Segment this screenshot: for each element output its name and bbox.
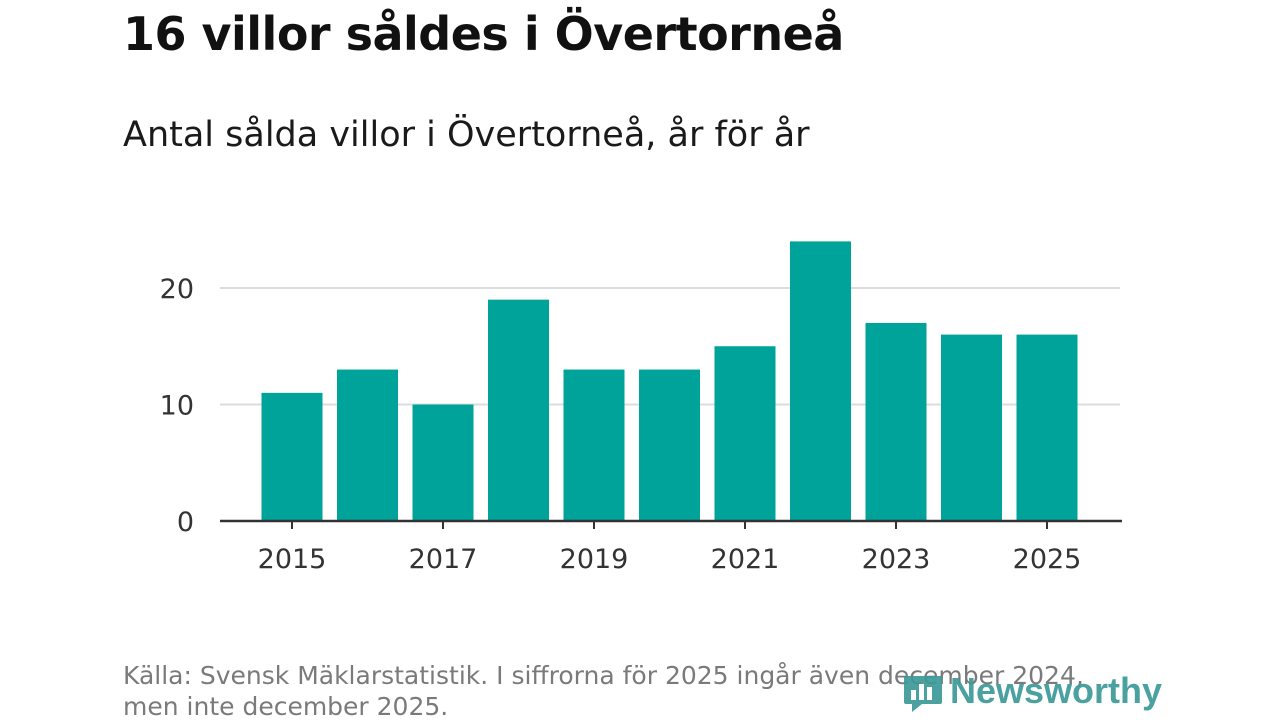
- bar-2025: [1016, 334, 1078, 521]
- bar-2022: [790, 241, 851, 521]
- x-tick-label: 2017: [409, 544, 478, 575]
- bar-2019: [563, 369, 625, 521]
- x-tick-label: 2025: [1013, 544, 1082, 575]
- y-tick-label: 10: [160, 391, 194, 422]
- bar-2016: [337, 369, 398, 521]
- brand-name: Newsworthy: [950, 670, 1163, 711]
- newsworthy-logo-icon: [904, 676, 942, 712]
- bar-chart: 0 10 20 2015 2017 2019 2021 2023 2025: [160, 241, 1122, 575]
- bar-2015: [261, 392, 323, 521]
- x-tick-label: 2019: [560, 544, 629, 575]
- bar-2024: [941, 334, 1002, 521]
- x-tick-label: 2015: [258, 544, 327, 575]
- bar-2018: [488, 299, 549, 521]
- bar-2021: [714, 346, 776, 521]
- brand-logo: Newsworthy: [902, 670, 1162, 712]
- chart-title: 16 villor såldes i Övertorneå: [123, 7, 844, 61]
- bar-2020: [639, 369, 700, 521]
- chart-subtitle: Antal sålda villor i Övertorneå, år för …: [123, 115, 810, 155]
- bar-2017: [412, 404, 474, 521]
- y-tick-label: 20: [160, 274, 194, 305]
- y-tick-label: 0: [177, 507, 194, 538]
- bar-2023: [865, 322, 927, 521]
- x-tick-label: 2023: [862, 544, 931, 575]
- x-tick-label: 2021: [711, 544, 780, 575]
